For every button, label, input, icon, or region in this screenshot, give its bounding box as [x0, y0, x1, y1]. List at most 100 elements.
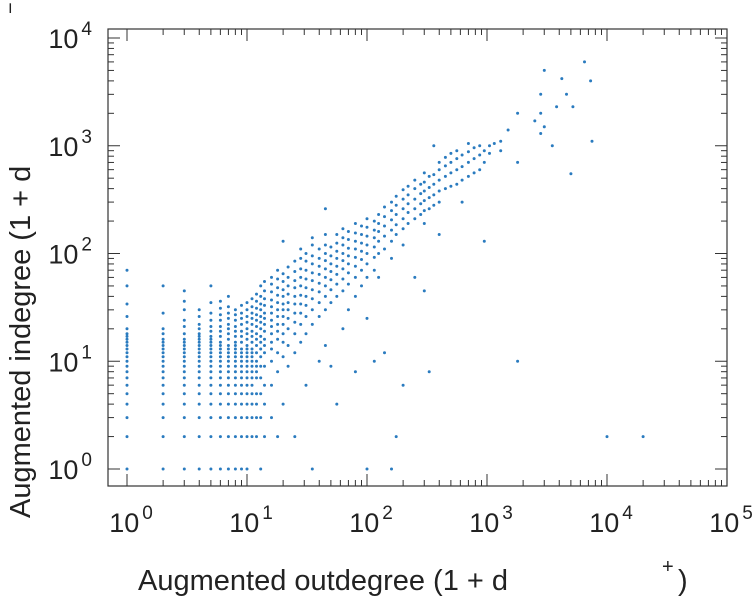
data-point: [323, 252, 327, 255]
data-point: [197, 337, 201, 341]
data-point: [377, 230, 381, 233]
data-point: [299, 267, 303, 271]
data-point: [270, 340, 273, 344]
data-point: [233, 347, 237, 351]
data-point: [182, 318, 186, 322]
data-point: [218, 340, 222, 344]
data-point: [240, 334, 243, 338]
data-point: [293, 294, 297, 298]
data-point: [182, 332, 186, 336]
data-point: [270, 290, 273, 294]
data-point: [372, 219, 376, 223]
data-point: [209, 355, 213, 359]
data-point: [218, 383, 222, 387]
data-point: [240, 329, 243, 333]
data-point: [197, 435, 201, 439]
data-point: [341, 277, 345, 281]
data-point: [281, 332, 285, 336]
data-point: [353, 231, 357, 235]
data-point: [281, 288, 285, 292]
data-point: [422, 289, 426, 293]
data-point: [270, 298, 273, 302]
data-point: [161, 376, 165, 380]
data-point: [346, 254, 350, 258]
data-point: [317, 290, 321, 294]
data-point: [293, 332, 297, 336]
data-point: [605, 435, 609, 439]
data-point: [182, 355, 186, 359]
data-point: [259, 284, 263, 288]
data-point: [226, 467, 230, 471]
data-point: [310, 308, 314, 312]
data-point: [209, 392, 213, 396]
data-point: [281, 315, 285, 318]
data-point: [353, 370, 357, 374]
data-point: [335, 256, 339, 260]
data-point: [293, 351, 297, 355]
data-point: [427, 174, 431, 178]
data-point: [255, 344, 258, 347]
data-point: [276, 329, 280, 333]
data-point: [377, 213, 381, 216]
x-tick-label: 10 2: [349, 503, 393, 538]
data-point: [365, 217, 369, 221]
data-point: [323, 233, 327, 236]
data-point: [226, 376, 230, 380]
data-point: [240, 322, 243, 326]
data-point: [323, 267, 327, 271]
data-point: [472, 157, 476, 161]
data-point: [341, 267, 345, 271]
data-point: [240, 435, 243, 439]
data-point: [255, 392, 258, 396]
data-point: [259, 467, 263, 471]
data-point: [323, 308, 327, 312]
data-point: [245, 320, 249, 324]
data-point: [443, 164, 447, 168]
data-point: [226, 355, 230, 359]
data-point: [482, 160, 486, 164]
data-point: [329, 254, 333, 258]
data-point: [263, 316, 266, 320]
data-point: [240, 364, 243, 368]
data-point: [341, 327, 345, 331]
data-point: [245, 332, 249, 336]
data-point: [304, 277, 308, 281]
data-point: [233, 435, 237, 439]
data-point: [182, 467, 186, 471]
data-point: [161, 435, 165, 439]
data-point: [218, 467, 222, 471]
data-point: [406, 222, 410, 225]
data-point: [394, 223, 398, 227]
data-point: [250, 435, 254, 439]
data-point: [293, 435, 297, 439]
data-point: [377, 275, 381, 279]
data-point: [460, 200, 464, 204]
data-point: [390, 209, 393, 213]
data-point: [317, 256, 321, 260]
data-point: [346, 262, 350, 266]
data-point: [197, 364, 201, 368]
data-point: [125, 284, 129, 288]
data-point: [310, 236, 314, 240]
data-point: [125, 370, 129, 374]
data-point: [240, 303, 243, 307]
data-point: [310, 243, 314, 247]
data-point: [182, 299, 186, 303]
y-tick-label: 10 0: [48, 450, 92, 485]
data-point: [161, 337, 165, 341]
data-point: [641, 435, 645, 439]
data-point: [310, 271, 314, 275]
data-point: [329, 270, 333, 273]
data-point: [394, 435, 398, 439]
data-point: [245, 355, 249, 359]
data-point: [437, 168, 441, 172]
data-point: [346, 308, 350, 312]
data-point: [270, 383, 273, 387]
data-point: [259, 340, 263, 344]
data-point: [499, 139, 503, 143]
data-point: [478, 144, 482, 148]
data-point: [250, 402, 254, 406]
x-axis-label-main: Augmented outdegree (1 + d: [138, 565, 508, 597]
data-point: [299, 256, 303, 260]
data-point: [125, 355, 129, 359]
